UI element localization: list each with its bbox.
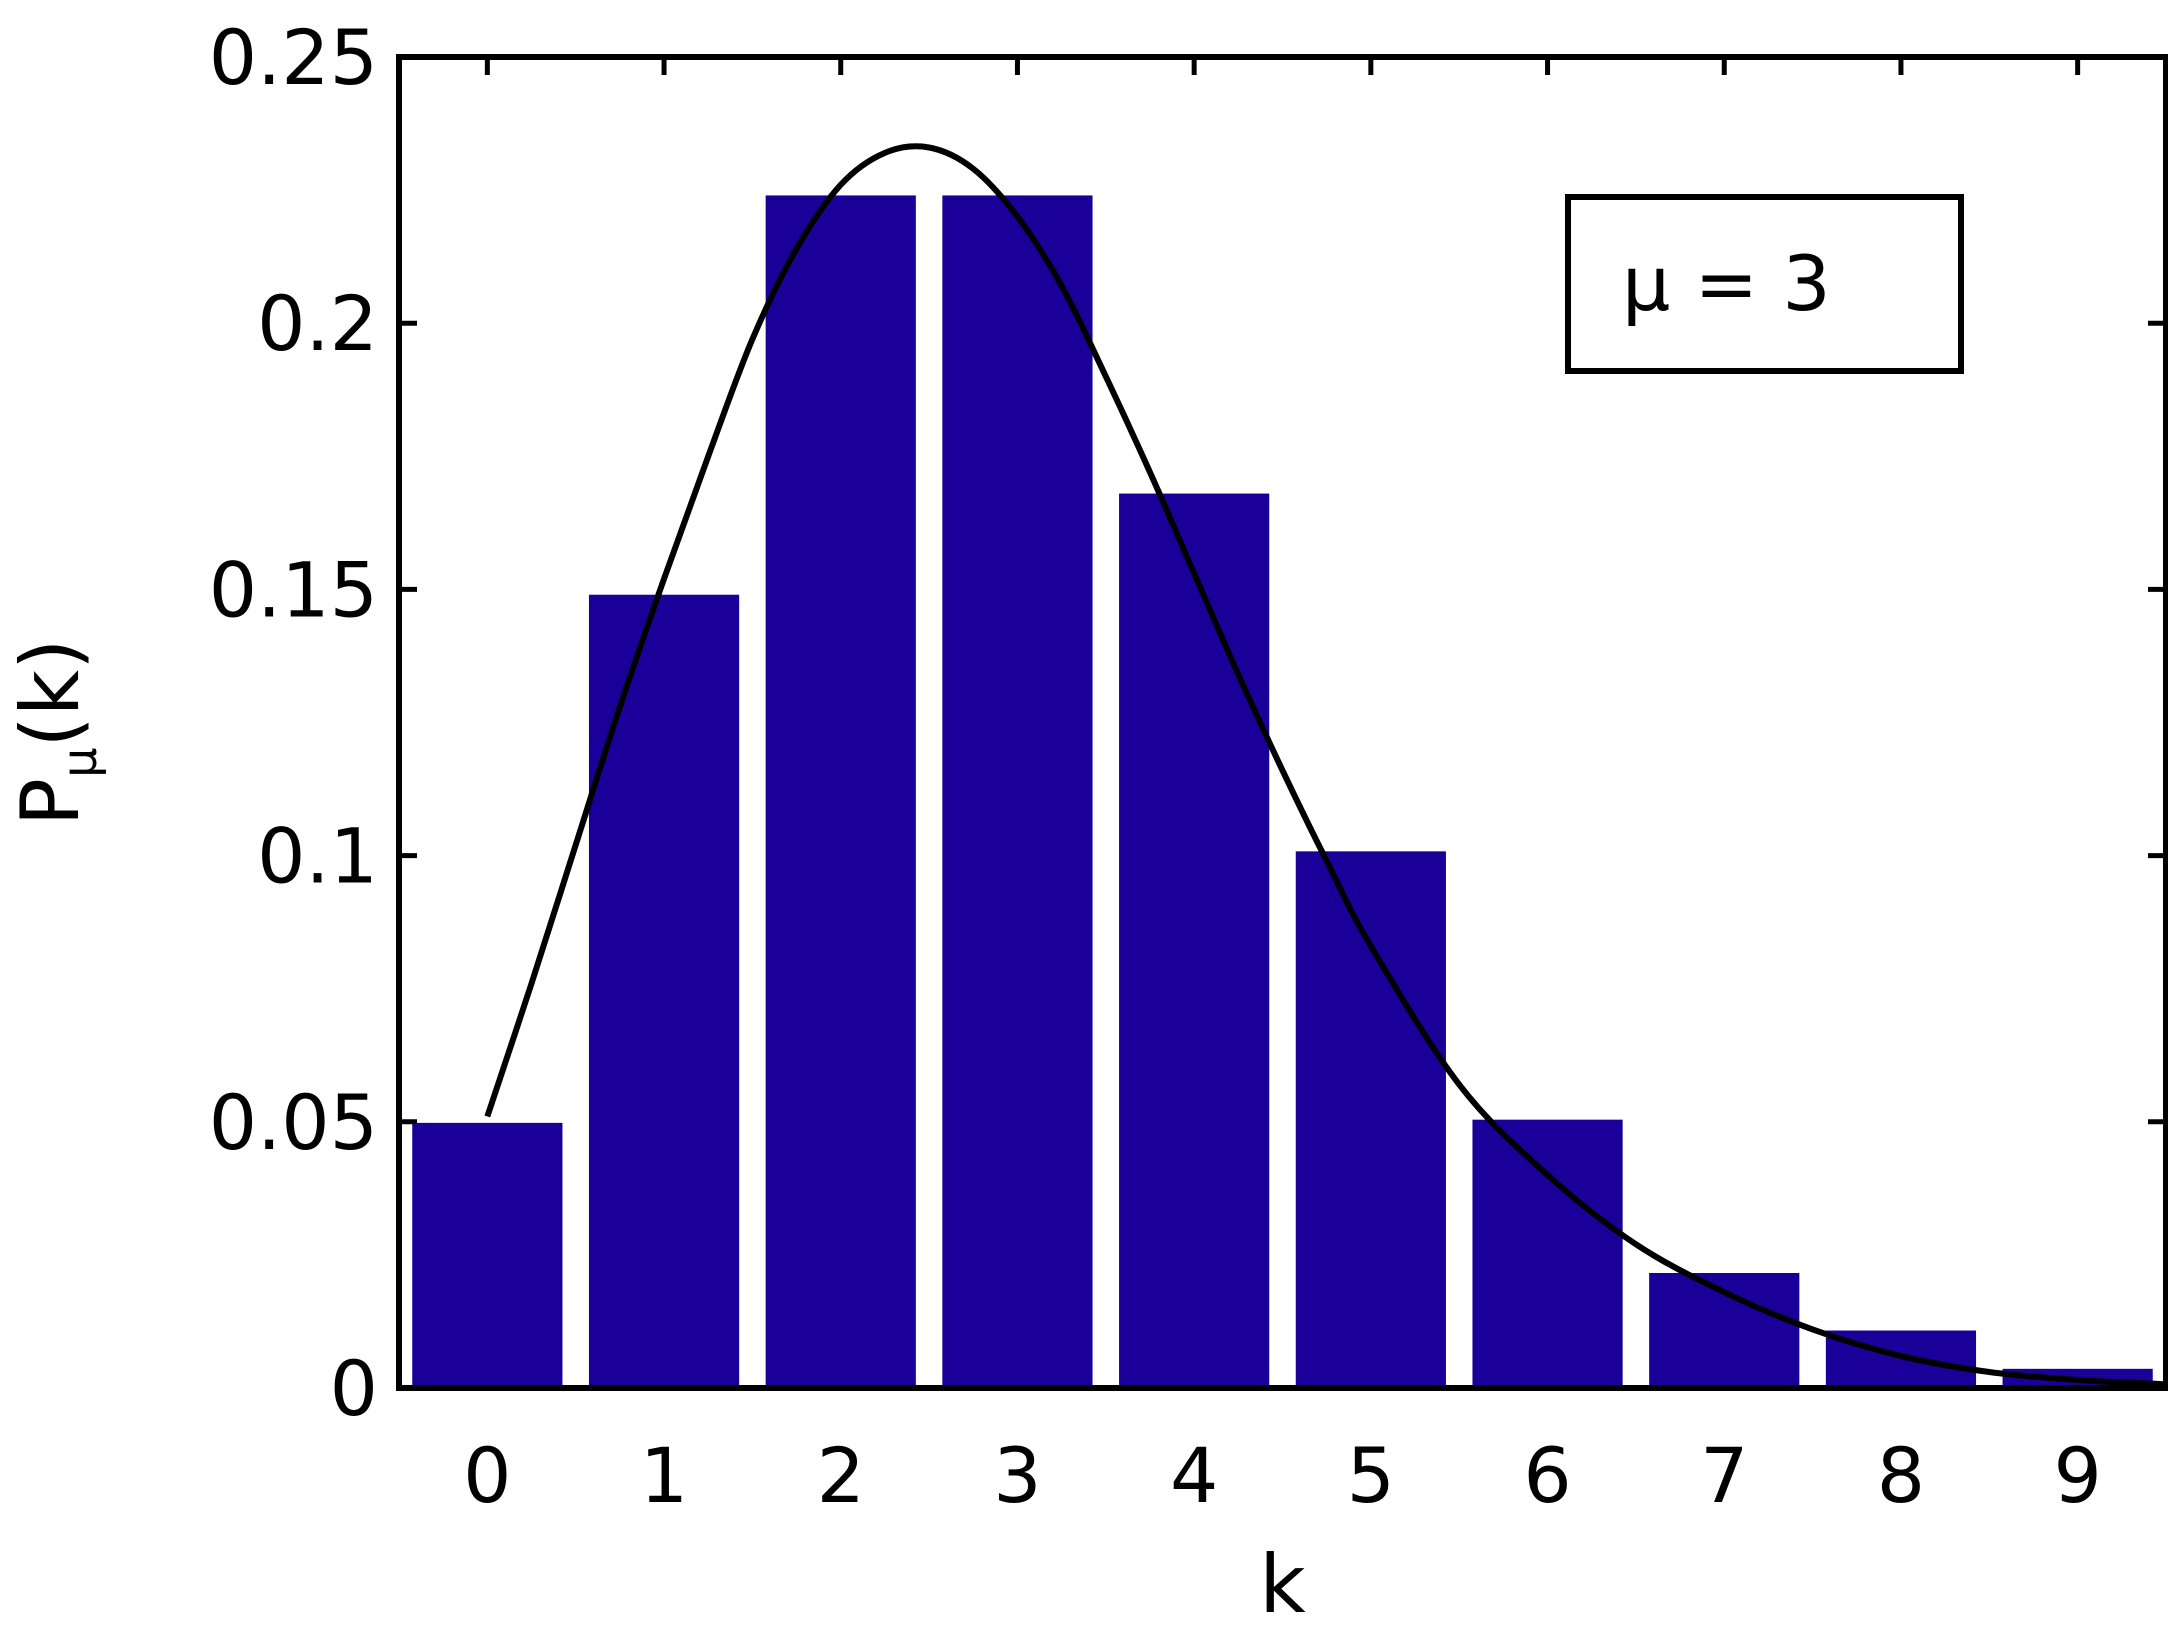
x-tick-label-7: 7 bbox=[1700, 1431, 1748, 1520]
bar-k-0 bbox=[412, 1122, 563, 1388]
bar-k-2 bbox=[765, 195, 916, 1389]
x-tick-label-4: 4 bbox=[1170, 1431, 1218, 1520]
y-tick-label-0.1: 0.1 bbox=[257, 812, 378, 901]
x-tick-label-5: 5 bbox=[1347, 1431, 1395, 1520]
legend-box bbox=[1565, 194, 1964, 374]
bar-k-3 bbox=[942, 195, 1093, 1389]
bar-k-6 bbox=[1472, 1119, 1623, 1388]
y-axis-label-main: P bbox=[4, 778, 97, 826]
legend-text: μ = 3 bbox=[1622, 239, 1831, 328]
y-tick-label-0.15: 0.15 bbox=[209, 545, 378, 634]
plot-frame bbox=[396, 54, 2168, 1391]
x-axis-label: k bbox=[1259, 1538, 1306, 1631]
y-axis-label-subscript: μ bbox=[52, 747, 108, 778]
y-tick-label-0.2: 0.2 bbox=[257, 279, 378, 368]
fit-curve bbox=[484, 143, 2167, 1388]
bar-k-4 bbox=[1119, 493, 1270, 1388]
x-tick-label-1: 1 bbox=[640, 1431, 688, 1520]
x-tick-labels: 0 1 2 3 4 5 6 7 8 9 bbox=[463, 1431, 2102, 1520]
y-axis-label: Pμ(k) bbox=[4, 639, 108, 827]
x-tick-label-8: 8 bbox=[1877, 1431, 1925, 1520]
bar-k-5 bbox=[1295, 851, 1446, 1388]
y-tick-label-0.05: 0.05 bbox=[209, 1078, 378, 1167]
y-axis-label-suffix: (k) bbox=[4, 639, 97, 748]
legend: μ = 3 bbox=[1565, 194, 1964, 374]
x-tick-label-3: 3 bbox=[993, 1431, 1041, 1520]
x-tick-label-6: 6 bbox=[1523, 1431, 1571, 1520]
x-tick-label-0: 0 bbox=[463, 1431, 511, 1520]
x-tick-label-2: 2 bbox=[817, 1431, 865, 1520]
ticks-group bbox=[399, 54, 2166, 1391]
bar-k-1 bbox=[588, 594, 740, 1388]
y-tick-label-0: 0 bbox=[330, 1344, 378, 1433]
x-tick-label-9: 9 bbox=[2053, 1431, 2101, 1520]
bars-group bbox=[412, 195, 2153, 1389]
y-tick-labels: 0 0.05 0.1 0.15 0.2 0.25 bbox=[209, 13, 378, 1433]
y-tick-label-0.25: 0.25 bbox=[209, 13, 378, 102]
